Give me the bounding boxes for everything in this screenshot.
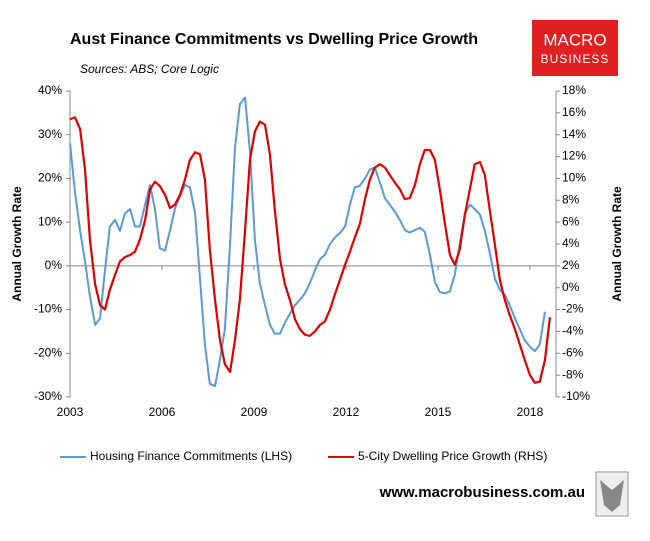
y2-tick-label: 18% bbox=[562, 83, 586, 97]
y2-tick-label: -8% bbox=[562, 367, 584, 381]
plot-area bbox=[70, 91, 556, 397]
x-tick-label: 2006 bbox=[149, 405, 176, 419]
y-tick-label: 0% bbox=[45, 258, 63, 272]
y2-tick-label: 16% bbox=[562, 105, 586, 119]
logo-wolf bbox=[600, 480, 624, 512]
x-tick-label: 2012 bbox=[333, 405, 360, 419]
x-tick-label: 2003 bbox=[57, 405, 84, 419]
series-line bbox=[69, 116, 551, 384]
y-tick-label: 10% bbox=[38, 214, 62, 228]
y2-tick-label: 0% bbox=[562, 280, 580, 294]
y2-tick-label: 2% bbox=[562, 258, 580, 272]
y2-tick-label: 12% bbox=[562, 149, 586, 163]
logo-box bbox=[532, 20, 618, 76]
y2-tick-label: 4% bbox=[562, 236, 580, 250]
y2-tick-label: 10% bbox=[562, 171, 586, 185]
y-tick-label: 20% bbox=[38, 171, 62, 185]
y2-tick-label: -4% bbox=[562, 324, 584, 338]
logo-text: BUSINESS bbox=[541, 52, 610, 66]
y-tick-label: 40% bbox=[38, 83, 62, 97]
logo-text: MACRO bbox=[543, 30, 606, 49]
y2-tick-label: -10% bbox=[562, 389, 590, 403]
y-tick-label: 30% bbox=[38, 127, 62, 141]
y2-tick-label: -6% bbox=[562, 345, 584, 359]
y2-tick-label: 8% bbox=[562, 192, 580, 206]
y2-axis-label: Annual Growth Rate bbox=[610, 186, 624, 302]
legend-label: 5-City Dwelling Price Growth (RHS) bbox=[358, 449, 547, 463]
y-tick-label: -20% bbox=[34, 345, 62, 359]
x-tick-label: 2015 bbox=[425, 405, 452, 419]
y-tick-label: -30% bbox=[34, 389, 62, 403]
y2-tick-label: 6% bbox=[562, 214, 580, 228]
footer: www.macrobusiness.com.au bbox=[379, 484, 585, 501]
x-tick-label: 2018 bbox=[517, 405, 544, 419]
chart-subtitle: Sources: ABS; Core Logic bbox=[80, 62, 219, 76]
x-tick-label: 2009 bbox=[241, 405, 268, 419]
y-tick-label: -10% bbox=[34, 302, 62, 316]
y-axis-label: Annual Growth Rate bbox=[10, 186, 24, 302]
legend-label: Housing Finance Commitments (LHS) bbox=[90, 449, 292, 463]
y2-tick-label: -2% bbox=[562, 302, 584, 316]
y2-tick-label: 14% bbox=[562, 127, 586, 141]
chart-title: Aust Finance Commitments vs Dwelling Pri… bbox=[70, 31, 478, 48]
